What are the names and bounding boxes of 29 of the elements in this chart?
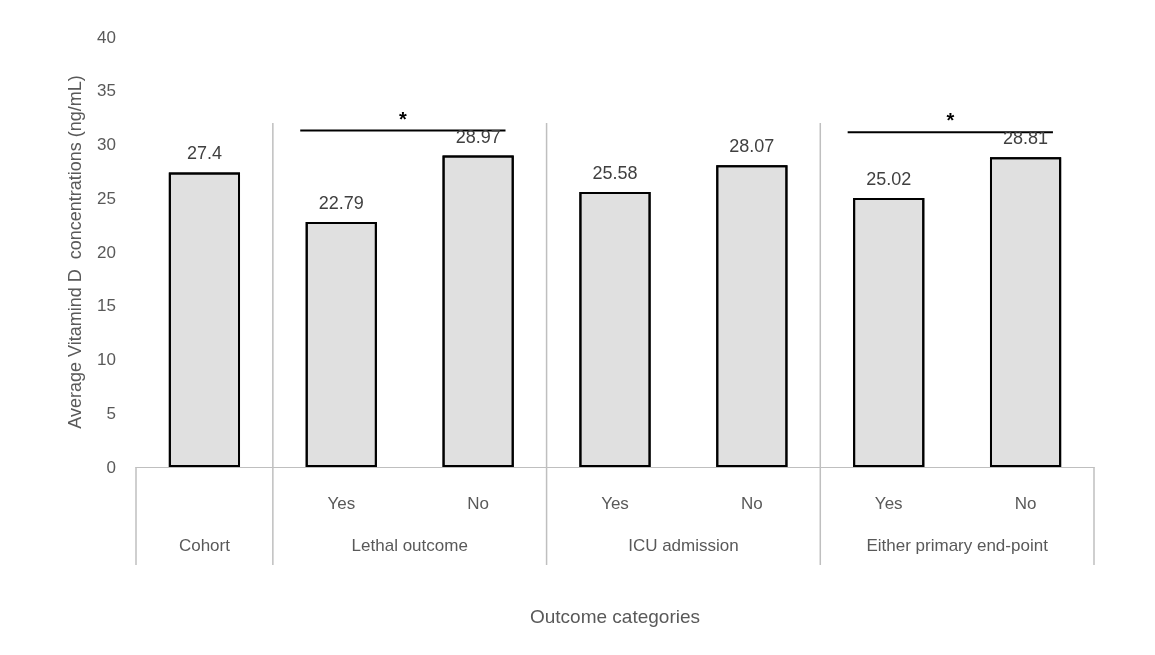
y-tick-label: 5 bbox=[106, 403, 116, 423]
text: Lethal outcome bbox=[351, 535, 468, 555]
data-label: 28.97 bbox=[455, 126, 501, 147]
data-label: 25.02 bbox=[866, 169, 912, 190]
data-label: 25.58 bbox=[592, 163, 638, 184]
data-label: 27.4 bbox=[186, 143, 222, 164]
x-tick-label: No bbox=[467, 494, 490, 513]
annotation: * bbox=[398, 107, 407, 130]
text: Cohort bbox=[178, 535, 231, 555]
data-label: 22.79 bbox=[318, 193, 364, 214]
y-tick-label: 0 bbox=[106, 457, 116, 477]
annotation: * bbox=[946, 109, 955, 132]
x-axis-title: Outcome categories bbox=[529, 606, 701, 627]
y-tick-label: 20 bbox=[97, 242, 116, 262]
text: Either primary end-point bbox=[866, 535, 1049, 555]
data-label: 28.07 bbox=[729, 136, 775, 157]
x-tick-label: No bbox=[1014, 494, 1037, 513]
y-tick-label: 10 bbox=[97, 350, 116, 369]
y-tick-label: 30 bbox=[97, 135, 116, 154]
x-tick-label: Yes bbox=[327, 494, 356, 513]
x-tick-label: No bbox=[740, 494, 763, 513]
y-axis-title: Average Vitamind D concentrations (ng/mL) bbox=[65, 75, 85, 429]
x-tick-label: Yes bbox=[874, 494, 903, 513]
y-tick-label: 25 bbox=[97, 188, 116, 208]
y-tick-label: 35 bbox=[97, 81, 116, 101]
y-tick-label: 40 bbox=[97, 27, 116, 47]
y-tick-label: 15 bbox=[97, 296, 116, 316]
x-tick-label: Yes bbox=[601, 494, 629, 513]
text: ICU admission bbox=[628, 535, 739, 555]
